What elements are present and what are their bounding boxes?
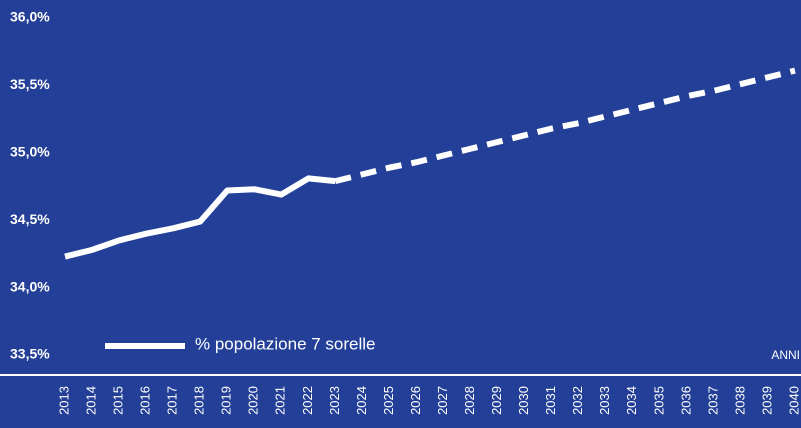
x-tick-label: 2019 [219, 386, 234, 415]
x-tick-label: 2013 [56, 386, 71, 415]
x-tick-label: 2024 [354, 386, 369, 415]
x-tick-label: 2029 [489, 386, 504, 415]
x-tick-label: 2039 [759, 386, 774, 415]
x-tick-label: 2022 [300, 386, 315, 415]
x-tick-label: 2037 [705, 386, 720, 415]
x-tick-label: 2025 [381, 386, 396, 415]
y-tick-label: 35,5% [10, 76, 50, 92]
x-tick-label: 2031 [543, 386, 558, 415]
x-tick-label: 2026 [408, 386, 423, 415]
x-tick-label: 2020 [246, 386, 261, 415]
x-tick-label: 2030 [516, 386, 531, 415]
x-tick-label: 2040 [786, 386, 801, 415]
y-tick-label: 34,0% [10, 278, 50, 294]
x-tick-label: 2015 [111, 386, 126, 415]
y-tick-label: 33,5% [10, 346, 50, 362]
legend-label: % popolazione 7 sorelle [195, 334, 376, 353]
x-tick-label: 2016 [138, 386, 153, 415]
x-tick-label: 2033 [597, 386, 612, 415]
line [334, 67, 796, 185]
x-tick-label: 2035 [651, 386, 666, 415]
x-tick-label: 2027 [435, 386, 450, 415]
x-axis-label: ANNI [771, 348, 800, 362]
x-tick-label: 2014 [83, 386, 98, 415]
y-tick-label: 36,0% [10, 9, 50, 25]
line [64, 175, 336, 260]
x-tick-label: 2028 [462, 386, 477, 415]
x-tick-label: 2034 [624, 386, 639, 415]
y-tick-label: 34,5% [10, 211, 50, 227]
y-tick-label: 35,0% [10, 144, 50, 160]
x-tick-label: 2038 [732, 386, 747, 415]
x-tick-label: 2017 [165, 386, 180, 415]
x-tick-label: 2023 [327, 386, 342, 415]
x-tick-label: 2036 [678, 386, 693, 415]
x-tick-label: 2032 [570, 386, 585, 415]
x-tick-label: 2018 [192, 386, 207, 415]
x-tick-label: 2021 [273, 386, 288, 415]
